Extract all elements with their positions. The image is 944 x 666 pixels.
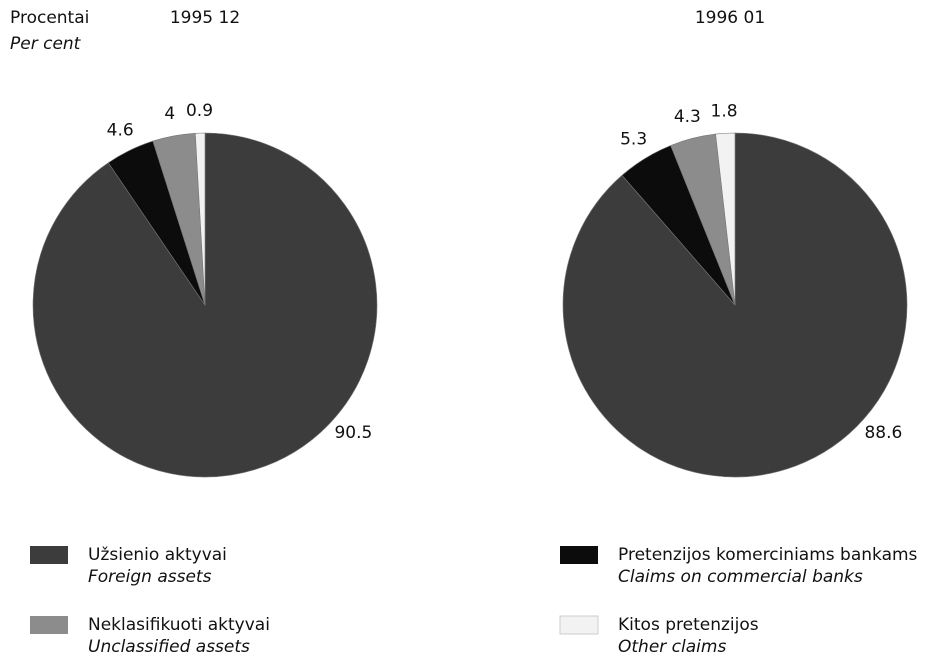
legend-swatch bbox=[30, 616, 68, 634]
legend-label: Pretenzijos komerciniams bankams bbox=[618, 545, 918, 565]
data-label: 1.8 bbox=[711, 101, 738, 121]
unit-label: Procentai bbox=[10, 8, 89, 28]
data-label: 90.5 bbox=[334, 423, 372, 443]
legend-label-en: Other claims bbox=[618, 637, 726, 657]
data-label: 4 bbox=[164, 104, 175, 124]
legend-label: Kitos pretenzijos bbox=[618, 615, 759, 635]
unit-label-en: Per cent bbox=[10, 34, 82, 54]
data-label: 4.3 bbox=[674, 107, 701, 127]
legend-label-en: Claims on commercial banks bbox=[618, 567, 863, 587]
legend-swatch bbox=[559, 615, 599, 635]
data-label: 5.3 bbox=[620, 130, 647, 150]
legend-swatch bbox=[560, 546, 598, 564]
legend-label: Neklasifikuoti aktyvai bbox=[88, 615, 270, 635]
pie-title: 1995 12 bbox=[170, 8, 240, 28]
data-label: 0.9 bbox=[186, 101, 213, 121]
legend-swatch bbox=[30, 546, 68, 564]
data-label: 88.6 bbox=[864, 423, 902, 443]
legend-label: Užsienio aktyvai bbox=[88, 545, 227, 565]
pie-slice bbox=[194, 132, 206, 306]
legend-label-en: Foreign assets bbox=[88, 567, 212, 587]
pie-slice bbox=[715, 132, 736, 306]
data-label: 4.6 bbox=[107, 121, 134, 141]
pie-title: 1996 01 bbox=[695, 8, 765, 28]
legend-label-en: Unclassified assets bbox=[88, 637, 250, 657]
